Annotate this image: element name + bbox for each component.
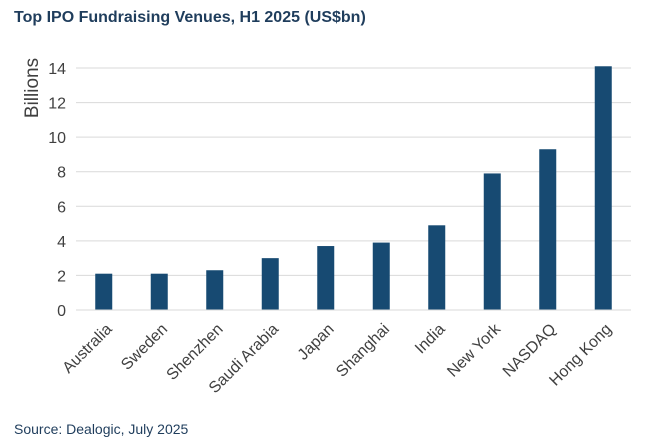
y-axis-ticks: 0 2 4 6 8 10 12 14 <box>48 61 66 320</box>
y-tick-label: 2 <box>57 268 66 285</box>
y-tick-label: 12 <box>48 96 66 113</box>
x-tick-label: Japan <box>295 321 338 364</box>
bar-nasdaq <box>539 149 557 310</box>
x-tick-label: Sweden <box>118 321 171 374</box>
y-axis-label: Billions <box>22 58 43 118</box>
x-tick-label: NASDAQ <box>500 321 560 381</box>
y-tick-label: 8 <box>57 165 66 182</box>
y-tick-label: 4 <box>57 234 66 251</box>
bar-hong-kong <box>594 66 612 311</box>
bar-india <box>428 225 446 310</box>
y-tick-label: 14 <box>48 61 66 78</box>
x-tick-label: New York <box>444 320 505 381</box>
gridlines <box>76 67 631 276</box>
y-tick-label: 10 <box>48 130 66 147</box>
bar-sweden <box>150 273 168 310</box>
x-tick-label: India <box>412 321 449 358</box>
y-tick-label: 6 <box>57 199 66 216</box>
bar-saudi-arabia <box>261 258 279 310</box>
bar-shanghai <box>372 242 390 310</box>
x-tick-label: Shanghai <box>333 321 393 381</box>
bars <box>95 66 612 311</box>
y-tick-label: 0 <box>57 303 66 320</box>
bar-chart: 0 2 4 6 8 10 12 14 Australia SwedenShenzhenSaudi… <box>22 58 631 397</box>
bar-new-york <box>483 173 501 310</box>
bar-japan <box>317 246 335 310</box>
chart-title: Top IPO Fundraising Venues, H1 2025 (US$… <box>14 9 366 26</box>
x-tick-label: Australia <box>60 321 116 377</box>
source-note: Source: Dealogic, July 2025 <box>14 421 189 437</box>
bar-shenzhen <box>206 270 224 310</box>
bar-australia <box>95 273 113 310</box>
